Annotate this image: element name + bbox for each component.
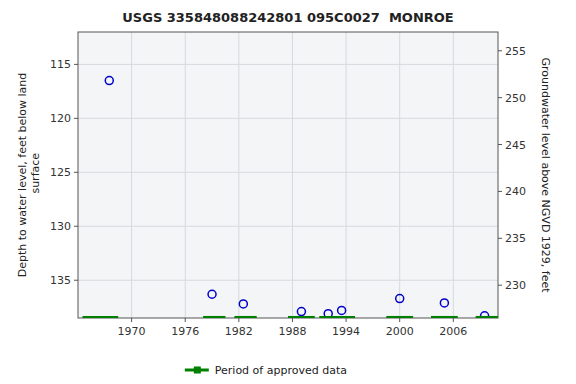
approved-segment [431, 316, 458, 318]
tick-y [74, 118, 78, 119]
grid-line-y [78, 64, 498, 65]
axis-label-y: Depth to water level, feet below land su… [16, 73, 42, 278]
data-point [105, 77, 113, 85]
data-point [239, 300, 247, 308]
tick-label-x: 1988 [278, 325, 306, 338]
axis-label-y2: Groundwater level above NGVD 1929, feet [539, 57, 552, 293]
tick-y [74, 226, 78, 227]
grid [78, 32, 498, 318]
tick-label-x: 1970 [118, 325, 146, 338]
data-point [396, 295, 404, 303]
tick-x [292, 318, 293, 322]
tick-label-x: 1976 [171, 325, 199, 338]
axis-label-y-line: Depth to water level, feet below land [16, 73, 29, 278]
tick-x [238, 318, 239, 322]
data-point [208, 290, 216, 298]
tick-y [74, 172, 78, 173]
tick-label-y2: 245 [505, 139, 526, 152]
tick-x [131, 318, 132, 322]
grid-line-x [131, 32, 132, 318]
tick-y2 [498, 191, 502, 192]
tick-label-y: 120 [50, 112, 71, 125]
legend: Period of approved data [185, 364, 347, 377]
grid-line-x [346, 32, 347, 318]
tick-label-x: 2006 [439, 325, 467, 338]
tick-y2 [498, 97, 502, 98]
tick-label-y2: 230 [505, 279, 526, 292]
tick-label-y: 135 [50, 274, 71, 287]
data-point [440, 299, 448, 307]
tick-label-y2: 235 [505, 232, 526, 245]
tick-label-y2: 255 [505, 45, 526, 58]
approved-segment [82, 316, 118, 318]
axes: 1970 1976 1982 1988 1994 2000 2006 115 120 125 130… [50, 45, 526, 338]
tick-x [399, 318, 400, 322]
marks [82, 77, 498, 318]
tick-label-x: 1994 [332, 325, 360, 338]
data-point [338, 306, 346, 314]
tick-x [185, 318, 186, 322]
tick-x [453, 318, 454, 322]
approved-segment [234, 316, 256, 318]
tick-y [74, 280, 78, 281]
grid-line-y [78, 172, 498, 173]
grid-line-y [78, 280, 498, 281]
tick-label-y: 130 [50, 220, 71, 233]
approved-segment [476, 316, 498, 318]
legend-label: Period of approved data [215, 364, 347, 377]
tick-label-y: 125 [50, 166, 71, 179]
approved-segment [386, 316, 413, 318]
grid-line-x [453, 32, 454, 318]
tick-label-x: 2000 [386, 325, 414, 338]
title: USGS 335848088242801 095C0027 MONROE [122, 10, 453, 25]
tick-y2 [498, 144, 502, 145]
grid-line-x [238, 32, 239, 318]
grid-line-x [292, 32, 293, 318]
grid-line-y [78, 226, 498, 227]
chart: 1970 1976 1982 1988 1994 2000 2006 115 120 125 130… [0, 0, 576, 384]
approved-segment [203, 316, 225, 318]
approved-segment [319, 316, 355, 318]
axis-label-y-line: surface [29, 153, 42, 197]
grid-line-y [78, 118, 498, 119]
tick-y2 [498, 285, 502, 286]
tick-x [346, 318, 347, 322]
approved-segment [288, 316, 315, 318]
tick-y2 [498, 238, 502, 239]
tick-label-y: 115 [50, 58, 71, 71]
plot-background [78, 32, 498, 318]
tick-y [74, 64, 78, 65]
tick-label-x: 1982 [225, 325, 253, 338]
plot-frame [78, 32, 498, 318]
grid-line-x [399, 32, 400, 318]
grid-line-x [185, 32, 186, 318]
legend-marker [194, 367, 201, 374]
data-point [297, 308, 305, 316]
tick-label-y2: 250 [505, 92, 526, 105]
tick-label-y2: 240 [505, 185, 526, 198]
tick-y2 [498, 50, 502, 51]
